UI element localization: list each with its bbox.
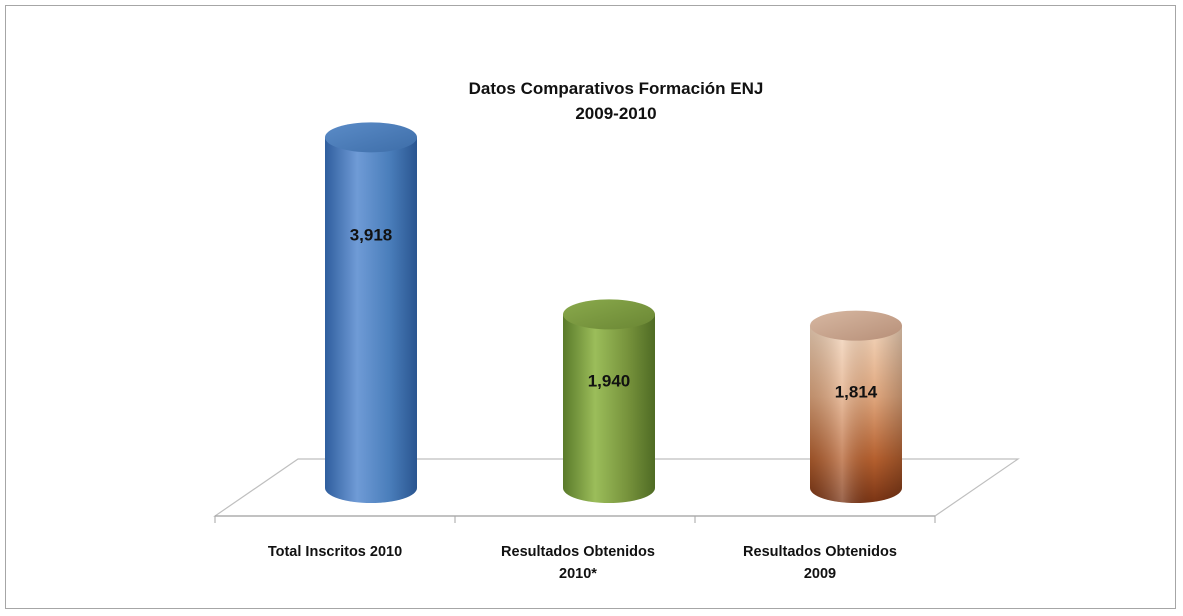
bars-group <box>325 122 902 504</box>
bar-cap-1 <box>325 122 417 153</box>
bar-shade-3 <box>810 325 902 503</box>
chart-title-line-1: Datos Comparativos Formación ENJ <box>469 79 764 98</box>
bar-2 <box>563 299 655 503</box>
bar-body-2 <box>563 314 655 503</box>
category-label-1: Total Inscritos 2010 <box>268 544 402 560</box>
category-label-3-line-1: Resultados Obtenidos <box>743 544 897 560</box>
data-label-3: 1,814 <box>835 383 878 402</box>
data-label-2: 1,940 <box>588 371 631 390</box>
chart-title-line-2: 2009-2010 <box>575 104 656 123</box>
category-labels-group: Total Inscritos 2010 Resultados Obtenidos… <box>268 544 897 582</box>
bar-body-1 <box>325 137 417 504</box>
category-label-2-line-1: Resultados Obtenidos <box>501 544 655 560</box>
bar-cap-2 <box>563 299 655 330</box>
category-label-2-line-2: 2010* <box>559 566 597 582</box>
bar-1 <box>325 122 417 504</box>
data-label-1: 3,918 <box>350 225 393 244</box>
category-label-3-line-2: 2009 <box>804 566 836 582</box>
bar-3 <box>810 310 902 503</box>
bar-cap-3 <box>810 310 902 341</box>
data-labels-group: 3,918 1,940 1,814 <box>350 225 878 401</box>
